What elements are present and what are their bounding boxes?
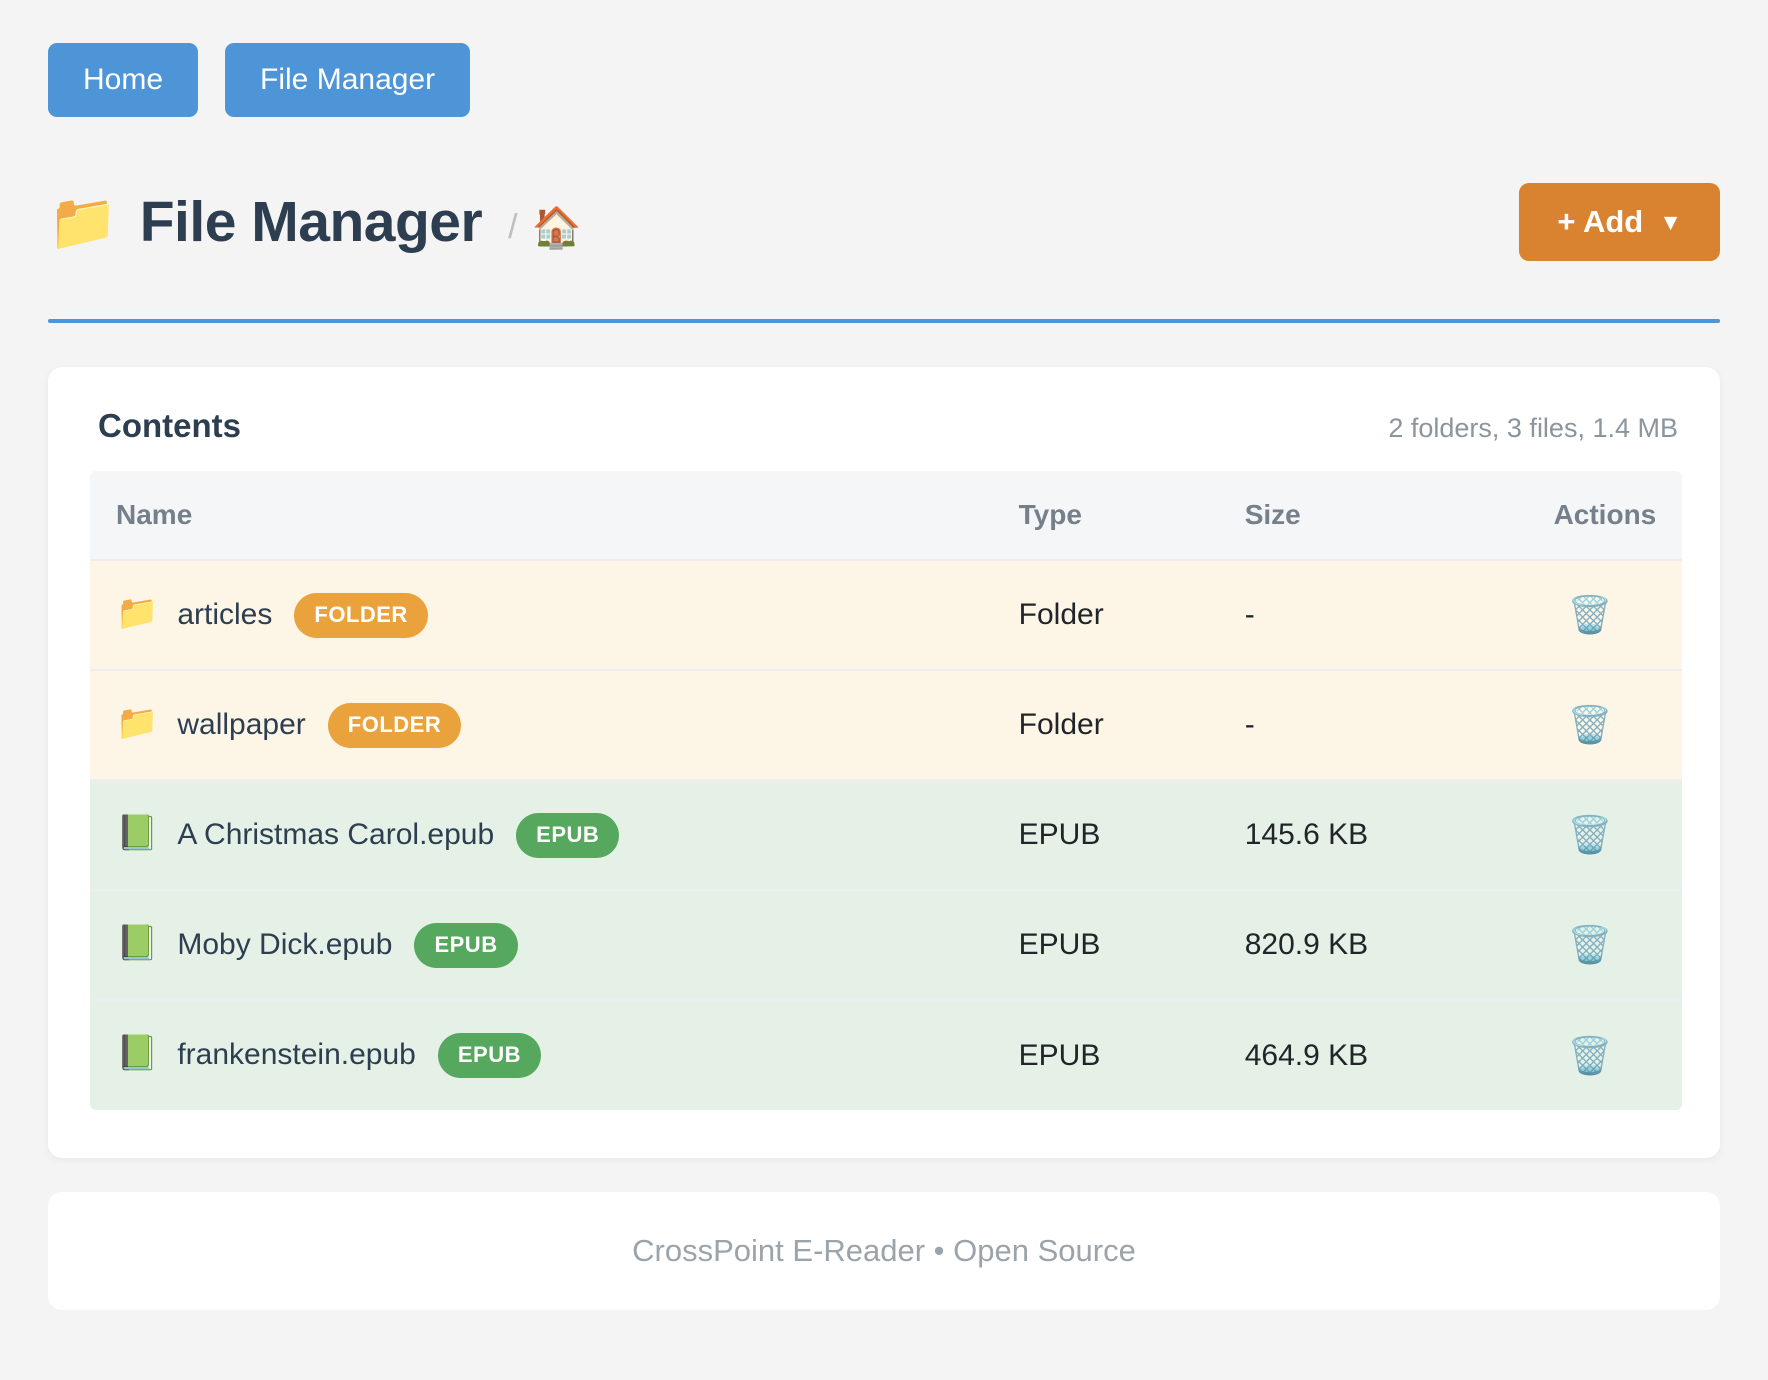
file-type-icon: 📗 bbox=[116, 813, 159, 852]
breadcrumb-home-icon[interactable]: 🏠 bbox=[531, 205, 582, 250]
delete-button[interactable]: 🗑️ bbox=[1564, 703, 1617, 747]
add-button-label: + Add bbox=[1557, 204, 1644, 239]
top-nav: Home File Manager bbox=[48, 0, 1720, 117]
page-title: File Manager bbox=[139, 190, 483, 254]
folder-icon: 📁 bbox=[48, 190, 118, 253]
file-size: 464.9 KB bbox=[1218, 999, 1528, 1110]
actions-cell: 🗑️ bbox=[1527, 999, 1682, 1110]
delete-button[interactable]: 🗑️ bbox=[1564, 923, 1617, 967]
card-header: Contents 2 folders, 3 files, 1.4 MB bbox=[90, 407, 1682, 471]
table-row: 📁 articles FOLDER Folder - 🗑️ bbox=[90, 559, 1682, 670]
trash-icon: 🗑️ bbox=[1567, 704, 1613, 745]
column-header-type: Type bbox=[992, 471, 1219, 560]
column-header-actions: Actions bbox=[1527, 471, 1682, 560]
file-type-badge: EPUB bbox=[437, 1033, 541, 1078]
breadcrumb-separator: / bbox=[508, 207, 518, 246]
actions-cell: 🗑️ bbox=[1527, 889, 1682, 1000]
card-title: Contents bbox=[98, 407, 241, 444]
file-size: - bbox=[1218, 559, 1528, 670]
file-type-badge: EPUB bbox=[414, 922, 518, 968]
nav-home-button[interactable]: Home bbox=[48, 43, 199, 117]
contents-summary: 2 folders, 3 files, 1.4 MB bbox=[1388, 413, 1678, 443]
actions-cell: 🗑️ bbox=[1527, 779, 1682, 890]
delete-button[interactable]: 🗑️ bbox=[1564, 1034, 1617, 1078]
delete-button[interactable]: 🗑️ bbox=[1564, 813, 1617, 857]
name-cell: 📗 A Christmas Carol.epub EPUB bbox=[90, 779, 993, 890]
table-row: 📁 wallpaper FOLDER Folder - 🗑️ bbox=[90, 669, 1682, 780]
page-header: 📁 File Manager / 🏠 + Add ▼ bbox=[48, 183, 1720, 261]
table-row: 📗 A Christmas Carol.epub EPUB EPUB 145.6 K… bbox=[90, 779, 1682, 890]
trash-icon: 🗑️ bbox=[1567, 814, 1613, 855]
name-cell: 📗 Moby Dick.epub EPUB bbox=[90, 889, 993, 1000]
file-name-link[interactable]: Moby Dick.epub bbox=[177, 927, 393, 961]
file-type: Folder bbox=[992, 559, 1219, 670]
add-button[interactable]: + Add ▼ bbox=[1519, 183, 1720, 261]
file-table-body: 📁 articles FOLDER Folder - 🗑️ 📁 wallpaper FO… bbox=[90, 559, 1682, 1110]
file-name-link[interactable]: A Christmas Carol.epub bbox=[177, 817, 495, 851]
file-size: - bbox=[1218, 669, 1528, 780]
file-table: Name Type Size Actions 📁 articles FOLDER F… bbox=[90, 471, 1682, 1110]
footer: CrossPoint E-Reader • Open Source bbox=[48, 1192, 1720, 1310]
file-type-icon: 📗 bbox=[116, 923, 159, 962]
footer-text: CrossPoint E-Reader • Open Source bbox=[632, 1233, 1136, 1268]
file-type-badge: FOLDER bbox=[294, 592, 428, 638]
file-type-badge: EPUB bbox=[516, 812, 620, 858]
actions-cell: 🗑️ bbox=[1527, 559, 1682, 670]
file-size: 820.9 KB bbox=[1218, 889, 1528, 1000]
table-row: 📗 frankenstein.epub EPUB EPUB 464.9 KB 🗑️ bbox=[90, 999, 1682, 1110]
file-type: Folder bbox=[992, 669, 1219, 780]
trash-icon: 🗑️ bbox=[1567, 924, 1613, 965]
file-type-icon: 📁 bbox=[116, 593, 159, 632]
table-row: 📗 Moby Dick.epub EPUB EPUB 820.9 KB 🗑️ bbox=[90, 889, 1682, 1000]
file-name-link[interactable]: frankenstein.epub bbox=[177, 1038, 416, 1071]
column-header-name: Name bbox=[90, 471, 993, 560]
file-size: 145.6 KB bbox=[1218, 779, 1528, 890]
file-type: EPUB bbox=[992, 779, 1219, 890]
name-cell: 📗 frankenstein.epub EPUB bbox=[90, 999, 993, 1110]
column-header-size: Size bbox=[1218, 471, 1528, 560]
file-type: EPUB bbox=[992, 999, 1219, 1110]
contents-card: Contents 2 folders, 3 files, 1.4 MB Name… bbox=[48, 367, 1720, 1158]
file-type-icon: 📁 bbox=[116, 703, 159, 742]
table-header-row: Name Type Size Actions bbox=[90, 471, 1682, 560]
title-group: 📁 File Manager / 🏠 bbox=[48, 189, 581, 255]
file-table-wrap: Name Type Size Actions 📁 articles FOLDER F… bbox=[90, 471, 1682, 1110]
name-cell: 📁 wallpaper FOLDER bbox=[90, 669, 993, 780]
file-name-link[interactable]: articles bbox=[177, 597, 273, 631]
file-name-link[interactable]: wallpaper bbox=[177, 707, 306, 741]
file-type-icon: 📗 bbox=[116, 1034, 159, 1072]
name-cell: 📁 articles FOLDER bbox=[90, 559, 993, 670]
trash-icon: 🗑️ bbox=[1567, 1034, 1613, 1076]
trash-icon: 🗑️ bbox=[1567, 594, 1613, 635]
file-type-badge: FOLDER bbox=[327, 702, 462, 748]
chevron-down-icon: ▼ bbox=[1659, 208, 1682, 235]
actions-cell: 🗑️ bbox=[1527, 669, 1682, 780]
file-type: EPUB bbox=[992, 889, 1219, 1000]
delete-button[interactable]: 🗑️ bbox=[1564, 593, 1617, 637]
nav-file-manager-button[interactable]: File Manager bbox=[225, 43, 471, 117]
title-divider bbox=[48, 319, 1720, 323]
